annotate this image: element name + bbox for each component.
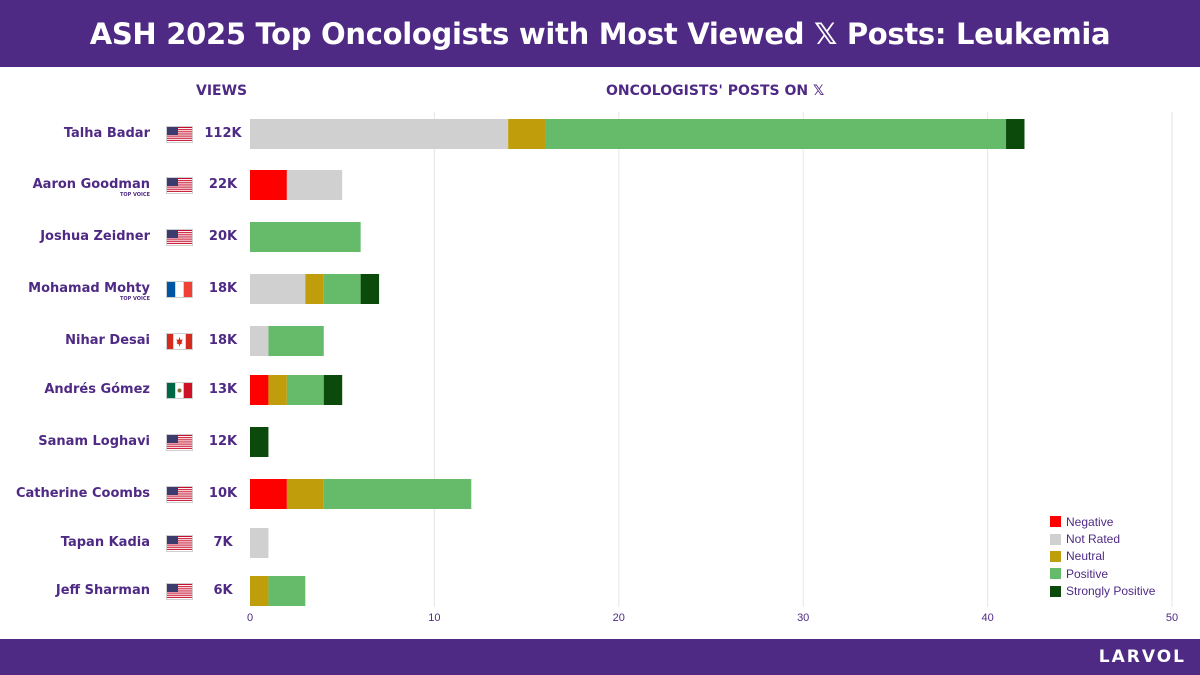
bar-segment [268, 326, 324, 356]
bar-segment [250, 576, 269, 606]
oncologist-name: Jeff Sharman [55, 583, 150, 598]
legend-label: Negative [1066, 514, 1114, 529]
flag-us-icon [167, 435, 192, 450]
bar-segment [250, 528, 269, 558]
oncologist-name: Joshua Zeidner [40, 229, 150, 244]
x-tick-label: 50 [1166, 612, 1178, 624]
legend-label: Strongly Positive [1066, 584, 1156, 599]
legend-swatch [1050, 585, 1061, 597]
top-voice-badge: TOP VOICE [119, 192, 150, 198]
views-value: 112K [204, 126, 242, 141]
oncologist-name: Andrés Gómez [44, 382, 150, 397]
bar-segment [286, 170, 343, 200]
bar-segment [286, 375, 324, 405]
brand-logo: LARVOL [1098, 647, 1186, 667]
flag-us-icon [167, 127, 192, 142]
bar-segment [250, 119, 509, 149]
legend-item: Negative [1050, 513, 1155, 530]
oncologist-name: Talha Badar [63, 126, 150, 141]
legend-label: Neutral [1066, 549, 1105, 564]
flag-us-icon [167, 536, 192, 551]
views-column-header: VIEWS [196, 83, 248, 99]
legend-label: Not Rated [1066, 532, 1121, 547]
x-tick-label: 20 [613, 612, 625, 624]
bar-segment [268, 576, 306, 606]
bar-segment [323, 375, 343, 405]
x-tick-label: 40 [981, 612, 993, 624]
oncologist-name: Mohamad Mohty [28, 281, 150, 296]
bar-segment [250, 170, 287, 200]
header-bar: ASH 2025 Top Oncologists with Most Viewe… [0, 0, 1200, 67]
flag-us-icon [167, 230, 192, 245]
legend-swatch [1050, 568, 1061, 580]
top-voice-badge: TOP VOICE [119, 296, 150, 302]
flag-us-icon [167, 178, 192, 193]
bar-segment [250, 326, 269, 356]
legend-item: Neutral [1050, 548, 1155, 565]
legend-swatch [1050, 516, 1061, 528]
bar-segment [323, 479, 472, 509]
flag-ca-icon [167, 334, 192, 349]
views-value: 6K [213, 583, 233, 598]
bar-segment [508, 119, 546, 149]
legend-item: Not Rated [1050, 530, 1155, 547]
x-tick-label: 10 [428, 612, 440, 624]
oncologist-name: Aaron Goodman [32, 177, 150, 192]
page-title: ASH 2025 Top Oncologists with Most Viewe… [89, 16, 1111, 51]
oncologist-name: Catherine Coombs [15, 486, 150, 501]
bar-segment [250, 375, 269, 405]
oncologist-name: Nihar Desai [65, 333, 150, 348]
views-value: 22K [208, 177, 238, 192]
views-value: 18K [208, 333, 238, 348]
legend-label: Positive [1066, 566, 1109, 581]
oncologist-name: Sanam Loghavi [38, 434, 150, 449]
views-value: 12K [208, 434, 238, 449]
bar-segment [323, 274, 361, 304]
bar-segment [360, 274, 380, 304]
bar-segment [250, 274, 306, 304]
oncologist-name: Tapan Kadia [60, 535, 150, 550]
bar-segment [250, 222, 361, 252]
bar-segment [1006, 119, 1025, 149]
footer-bar: LARVOL [0, 639, 1200, 675]
legend-swatch [1050, 533, 1061, 545]
legend-item: Strongly Positive [1050, 583, 1155, 600]
flag-us-icon [167, 487, 192, 502]
views-value: 20K [208, 229, 238, 244]
flag-fr-icon [167, 282, 192, 297]
bar-segment [250, 479, 287, 509]
bar-segment [250, 427, 269, 457]
chart-legend: Negative Not Rated Neutral Positive Strongly… [1050, 513, 1155, 600]
stacked-bar-chart: 0 10 20 30 40 50 [247, 112, 1178, 624]
views-value: 13K [208, 382, 238, 397]
x-tick-label: 30 [797, 612, 809, 624]
bar-segment [286, 479, 324, 509]
views-value: 7K [213, 535, 233, 550]
legend-swatch [1050, 550, 1061, 562]
bar-segment [268, 375, 287, 405]
x-tick-label: 0 [247, 612, 253, 624]
legend-item: Positive [1050, 565, 1155, 582]
flag-mx-icon [167, 383, 192, 398]
views-value: 10K [208, 486, 238, 501]
posts-chart-title: ONCOLOGISTS' POSTS ON 𝕏 [606, 83, 825, 99]
flag-us-icon [167, 584, 192, 599]
bar-segment [305, 274, 324, 304]
bar-segment [545, 119, 1007, 149]
views-value: 18K [208, 281, 238, 296]
